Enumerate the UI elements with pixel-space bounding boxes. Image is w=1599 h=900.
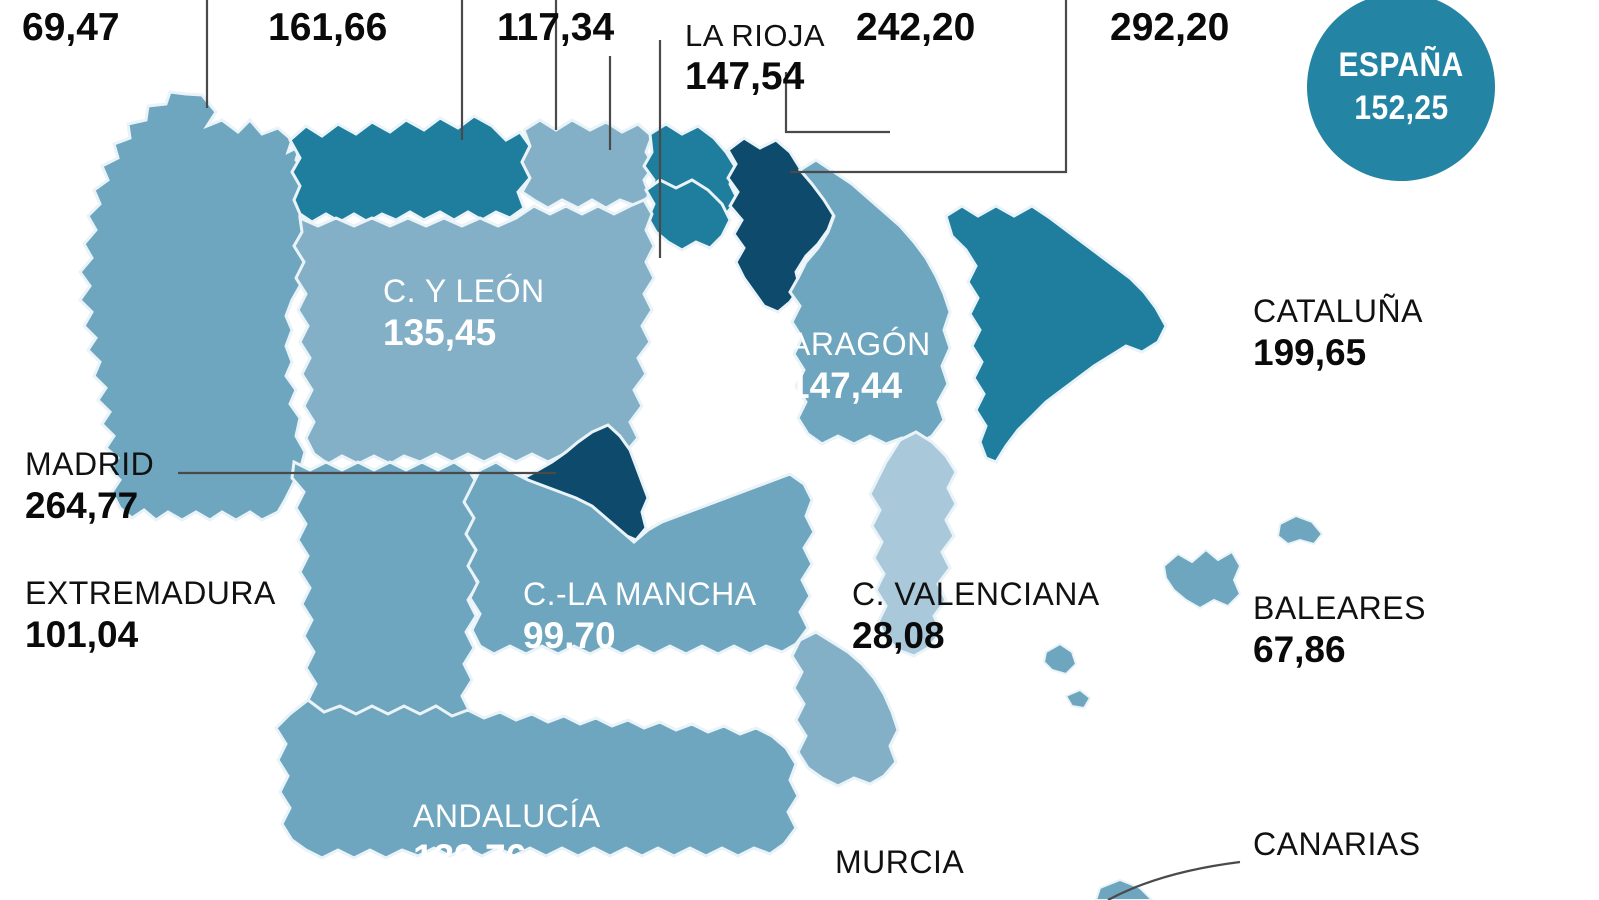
region-aragon[interactable] <box>788 158 952 446</box>
map-regions <box>78 90 1324 900</box>
label-andalucia-name: ANDALUCÍA <box>413 798 601 834</box>
label-aragon-value: 147,44 <box>789 365 903 406</box>
region-cantabria[interactable] <box>520 118 656 210</box>
label-castilla-la-mancha: C.-LA MANCHA 99,70 <box>523 578 757 654</box>
leader-lines <box>178 0 1241 900</box>
label-asturias-value: 161,66 <box>268 6 388 49</box>
label-pais-vasco-value: 242,20 <box>856 6 976 49</box>
label-castilla-y-leon-name: C. Y LEÓN <box>383 273 545 309</box>
label-canarias-name: CANARIAS <box>1253 826 1421 862</box>
label-cataluna: CATALUÑA 199,65 <box>1253 295 1423 371</box>
region-murcia[interactable] <box>790 630 900 788</box>
label-extremadura-value: 101,04 <box>25 614 139 655</box>
espana-label: ESPAÑA <box>1338 46 1464 84</box>
label-andalucia: ANDALUCÍA 139,76 <box>413 800 601 876</box>
label-cantabria-value: 117,34 <box>497 6 615 49</box>
region-baleares-formentera[interactable] <box>1064 688 1092 710</box>
label-navarra-value: 292,20 <box>1110 6 1230 49</box>
label-murcia-name: MURCIA <box>835 844 965 880</box>
label-madrid: MADRID 264,77 <box>25 448 154 524</box>
region-asturias[interactable] <box>288 114 532 224</box>
label-extremadura-name: EXTREMADURA <box>25 575 276 611</box>
label-la-rioja: LA RIOJA 147,54 <box>685 20 825 96</box>
label-andalucia-value: 139,76 <box>413 837 527 878</box>
region-extremadura[interactable] <box>290 459 484 736</box>
label-cataluna-name: CATALUÑA <box>1253 293 1423 329</box>
label-asturias: 161,66 <box>268 8 387 47</box>
label-navarra: 292,20 <box>1110 8 1229 47</box>
label-cantabria: 117,34 <box>497 8 614 47</box>
label-cataluna-value: 199,65 <box>1253 332 1367 373</box>
label-castilla-la-mancha-name: C.-LA MANCHA <box>523 576 757 612</box>
espana-value: 152,25 <box>1353 89 1449 127</box>
leader-line-canarias <box>1107 860 1241 900</box>
label-comunidad-valenciana-name: C. VALENCIANA <box>852 576 1100 612</box>
region-andalucia[interactable] <box>274 698 800 860</box>
label-galicia-value: 69,47 <box>22 6 120 49</box>
region-la-rioja[interactable] <box>644 178 732 252</box>
label-castilla-la-mancha-value: 99,70 <box>523 615 616 656</box>
label-castilla-y-leon-value: 135,45 <box>383 312 497 353</box>
label-baleares-value: 67,86 <box>1253 629 1346 670</box>
label-baleares: BALEARES 67,86 <box>1253 592 1426 668</box>
label-la-rioja-value: 147,54 <box>685 55 805 98</box>
label-pais-vasco: 242,20 <box>856 8 975 47</box>
label-la-rioja-name: LA RIOJA <box>685 18 826 53</box>
label-comunidad-valenciana: C. VALENCIANA 28,08 <box>852 578 1100 654</box>
label-aragon: ARAGÓN 147,44 <box>789 328 931 404</box>
region-cataluna[interactable] <box>944 204 1168 464</box>
label-castilla-y-leon: C. Y LEÓN 135,45 <box>383 275 545 351</box>
label-galicia: 69,47 <box>22 8 120 47</box>
region-castilla-la-mancha[interactable] <box>462 460 816 656</box>
region-baleares-ibiza[interactable] <box>1042 642 1078 676</box>
label-aragon-name: ARAGÓN <box>789 326 931 362</box>
label-canarias: CANARIAS <box>1253 828 1421 867</box>
region-baleares-menorca[interactable] <box>1276 514 1324 546</box>
label-murcia: MURCIA <box>835 846 964 885</box>
leader-line-navarra <box>790 0 1068 174</box>
label-extremadura: EXTREMADURA 101,04 <box>25 577 276 653</box>
region-canarias[interactable] <box>1094 878 1154 900</box>
label-comunidad-valenciana-value: 28,08 <box>852 615 945 656</box>
region-comunidad-valenciana[interactable] <box>868 430 958 658</box>
region-castilla-y-leon[interactable] <box>292 198 656 466</box>
leader-line-pais-vasco <box>784 72 890 134</box>
label-baleares-name: BALEARES <box>1253 590 1426 626</box>
espana-summary-badge: ESPAÑA 152,25 <box>1307 0 1495 181</box>
label-madrid-name: MADRID <box>25 446 155 482</box>
region-baleares-mallorca[interactable] <box>1162 548 1242 610</box>
label-madrid-value: 264,77 <box>25 485 139 526</box>
